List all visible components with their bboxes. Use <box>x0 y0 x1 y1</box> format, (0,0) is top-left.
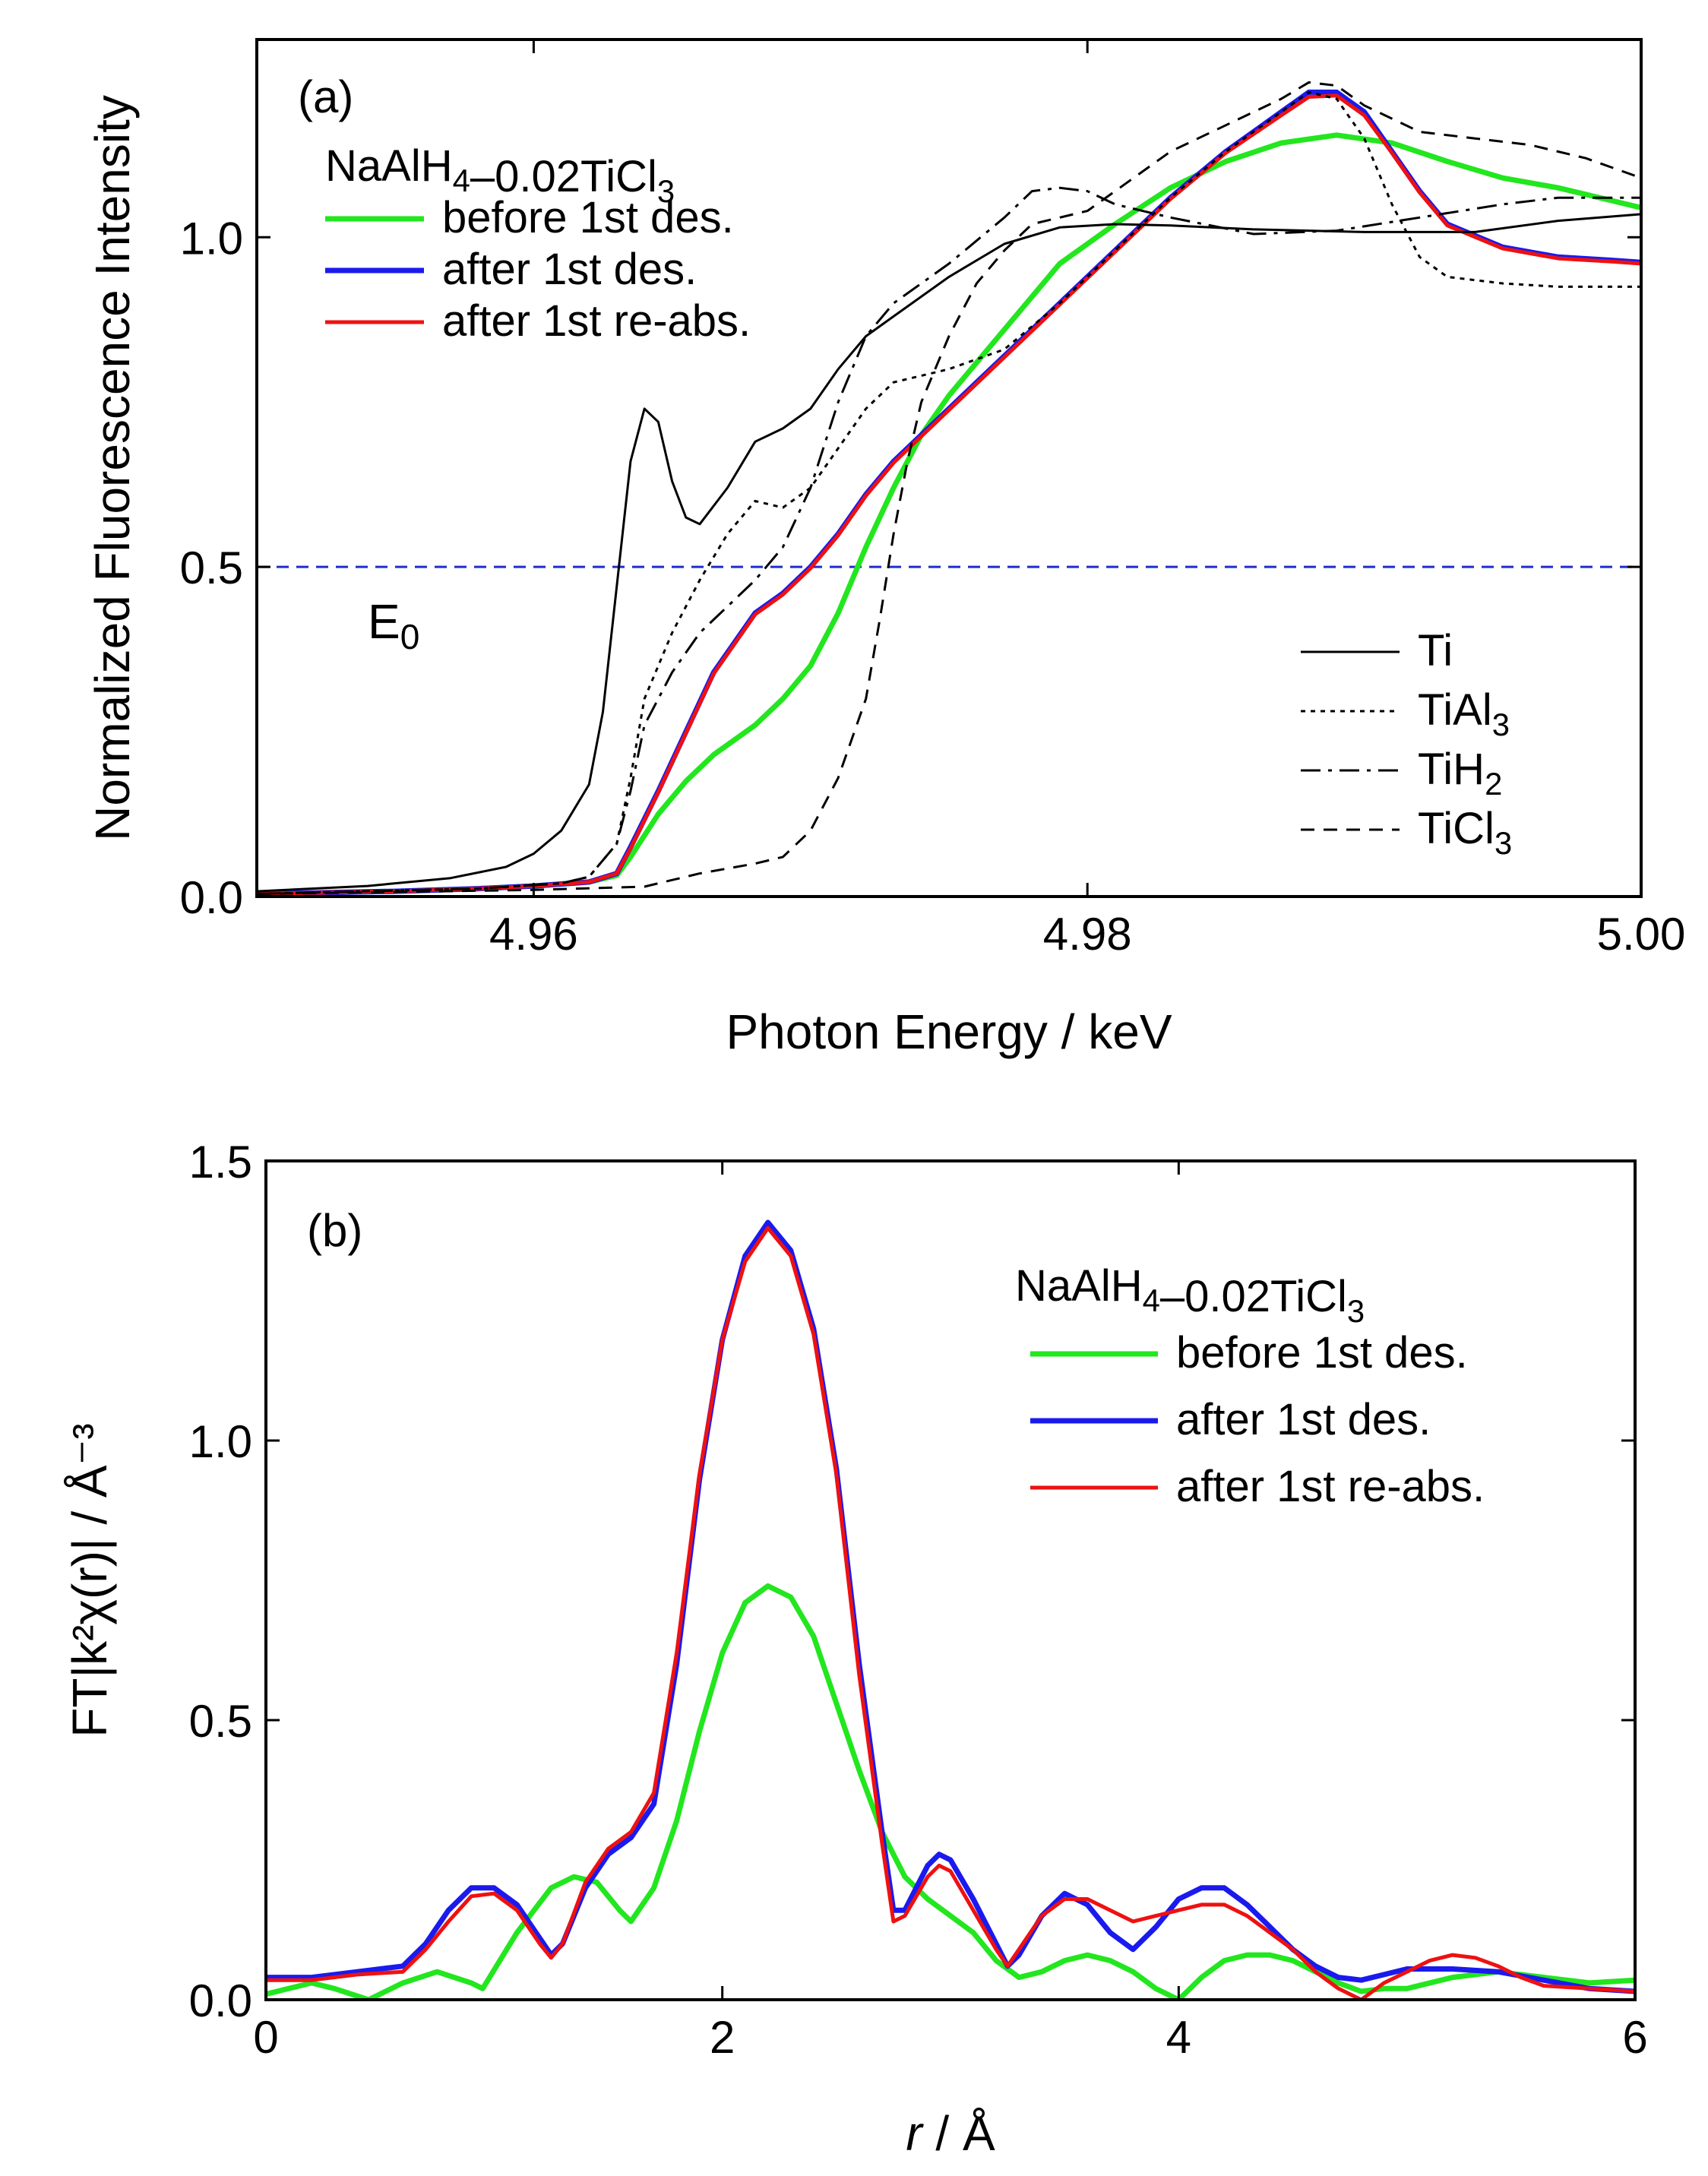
x-tick-label: 0 <box>253 2012 278 2063</box>
legend-item-ti: Ti <box>1301 626 1453 675</box>
panel-label: (a) <box>298 71 353 122</box>
legend-item-ticl3: TiCl3 <box>1301 804 1512 861</box>
legend-item-tial3: TiAl3 <box>1301 685 1510 742</box>
legend-item-after-1st-re-abs: after 1st re-abs. <box>1030 1462 1485 1511</box>
x-tick-label: 4.98 <box>1043 909 1132 960</box>
series-line-ticl3 <box>257 81 1641 895</box>
series-line-tial3 <box>257 90 1641 895</box>
x-tick-label: 6 <box>1622 2012 1647 2063</box>
y-tick-label: 0.0 <box>189 1975 252 2026</box>
y-tick-label: 0.0 <box>180 872 243 923</box>
legend-title: NaAlH4–0.02TiCl3 <box>1015 1261 1365 1329</box>
series-line-before-1st-des <box>266 1583 1635 2000</box>
plot-frame <box>264 1159 1637 2001</box>
legend-label: TiAl3 <box>1418 685 1510 742</box>
legend-label: after 1st re-abs. <box>442 296 751 346</box>
series-line-after-1st-re-abs <box>266 1226 1635 2000</box>
e0-label: E0 <box>368 594 419 656</box>
series-line-after-1st-des <box>266 1219 1635 1994</box>
legend-item-after-1st-des: after 1st des. <box>1030 1395 1431 1444</box>
y-tick-label: 1.0 <box>180 213 243 264</box>
series-line-ti <box>257 213 1641 893</box>
legend-label: before 1st des. <box>1176 1328 1468 1377</box>
y-tick-label: 0.5 <box>180 542 243 593</box>
series-group <box>257 81 1641 897</box>
legend-label: after 1st re-abs. <box>1176 1462 1485 1511</box>
legend-item-tih2: TiH2 <box>1301 745 1502 802</box>
legend-label: TiCl3 <box>1418 804 1512 861</box>
legend-item-before-1st-des: before 1st des. <box>1030 1328 1468 1377</box>
y-tick-label: 1.5 <box>189 1137 252 1188</box>
legend-label: Ti <box>1418 626 1453 675</box>
series-line-after-1st-re-abs <box>257 93 1641 896</box>
x-axis-label: Photon Energy / keV <box>726 1004 1172 1059</box>
legend-title: NaAlH4–0.02TiCl3 <box>325 141 675 209</box>
panel-label: (b) <box>307 1205 362 1256</box>
legend-item-after-1st-des: after 1st des. <box>325 245 697 294</box>
plot-frame <box>255 38 1643 898</box>
series-group <box>266 1219 1635 2000</box>
legend-label: after 1st des. <box>442 245 697 294</box>
x-tick-label: 5.00 <box>1597 909 1686 960</box>
x-tick-label: 4 <box>1166 2012 1191 2063</box>
panel-b: 0 2 4 6 0.0 0.5 1.0 1.5 (b) NaAlH4–0.02TiCl3befor… <box>62 1137 1648 2161</box>
legend-item-after-1st-re-abs: after 1st re-abs. <box>325 296 751 346</box>
y-axis-label: FT|k²χ(r)| / Å⁻³ <box>62 1423 117 1737</box>
x-tick-label: 4.96 <box>489 909 578 960</box>
legend-label: after 1st des. <box>1176 1395 1431 1444</box>
y-tick-label: 1.0 <box>189 1416 252 1467</box>
x-tick-label: 2 <box>710 2012 735 2063</box>
y-axis-label: Normalized Fluorescence Intensity <box>85 95 140 841</box>
legend-label: TiH2 <box>1418 745 1502 802</box>
legend-label: before 1st des. <box>442 193 734 242</box>
x-axis-label: r / Å <box>906 2106 995 2161</box>
legend-item-before-1st-des: before 1st des. <box>325 193 734 242</box>
y-tick-label: 0.5 <box>189 1696 252 1747</box>
panel-a: E0 4.96 4.98 5.00 0.0 0.5 1.0 (a) NaAlH4–0.02TiC… <box>85 38 1686 1059</box>
